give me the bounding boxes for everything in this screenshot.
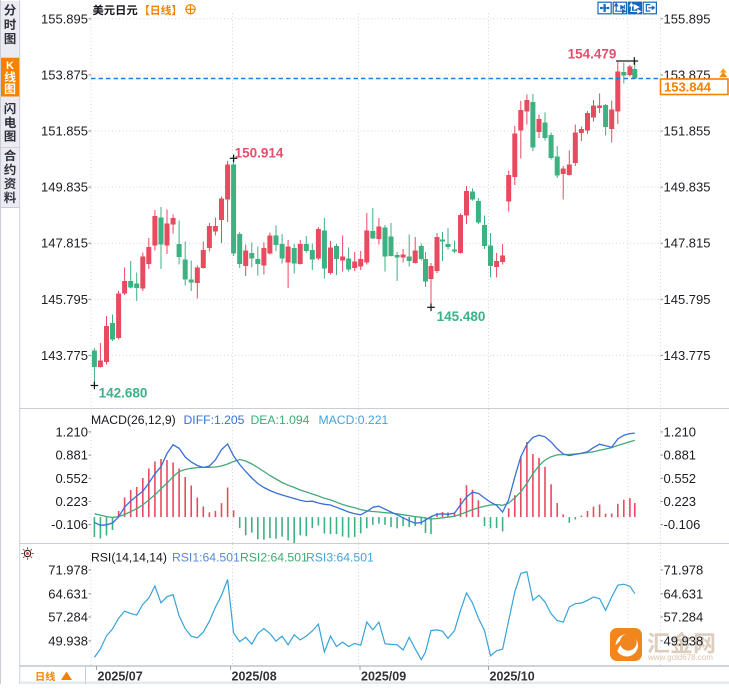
svg-text:151.855: 151.855 [664,124,711,139]
svg-text:DEA:1.094: DEA:1.094 [251,413,310,427]
svg-text:2025/07: 2025/07 [98,670,143,684]
svg-text:57.284: 57.284 [48,610,88,625]
svg-text:-0.106: -0.106 [664,517,701,532]
svg-text:K: K [6,60,14,72]
svg-text:49.938: 49.938 [664,633,704,648]
svg-text:0.881: 0.881 [55,448,88,463]
svg-text:155.895: 155.895 [664,11,711,26]
svg-text:145.480: 145.480 [437,309,486,324]
svg-text:71.978: 71.978 [48,562,88,577]
svg-text:RSI(14,14,14): RSI(14,14,14) [91,551,167,565]
svg-text:145.795: 145.795 [41,292,88,307]
svg-text:DIFF:1.205: DIFF:1.205 [184,413,245,427]
svg-text:71.978: 71.978 [664,562,704,577]
svg-text:154.479: 154.479 [568,47,617,62]
svg-text:49.938: 49.938 [48,633,88,648]
svg-text:1.210: 1.210 [664,424,697,439]
svg-text:57.284: 57.284 [664,610,704,625]
svg-text:155.895: 155.895 [41,11,88,26]
svg-text:0.552: 0.552 [55,471,88,486]
svg-text:2025/09: 2025/09 [361,670,406,684]
svg-text:MACD(26,12,9): MACD(26,12,9) [91,413,176,427]
svg-text:147.815: 147.815 [664,236,711,251]
svg-text:www.gold678.com: www.gold678.com [647,653,713,662]
svg-text:2025/10: 2025/10 [490,670,535,684]
svg-text:0.223: 0.223 [55,494,88,509]
svg-text:149.835: 149.835 [41,180,88,195]
svg-text:2025/08: 2025/08 [232,670,277,684]
svg-text:0.223: 0.223 [664,494,697,509]
svg-text:MACD:0.221: MACD:0.221 [319,413,389,427]
svg-text:0.552: 0.552 [664,471,697,486]
svg-text:RSI3:64.501: RSI3:64.501 [306,551,374,565]
svg-text:RSI2:64.501: RSI2:64.501 [240,551,308,565]
svg-text:149.835: 149.835 [664,180,711,195]
svg-text:RSI1:64.501: RSI1:64.501 [172,551,240,565]
svg-text:151.855: 151.855 [41,124,88,139]
svg-text:150.914: 150.914 [235,146,284,161]
svg-text:143.775: 143.775 [664,348,711,363]
svg-text:153.875: 153.875 [41,67,88,82]
svg-text:142.680: 142.680 [99,386,148,401]
svg-text:64.631: 64.631 [48,586,88,601]
svg-text:-0.106: -0.106 [51,517,88,532]
svg-text:0.881: 0.881 [664,448,697,463]
svg-text:1.210: 1.210 [55,424,88,439]
svg-text:153.844: 153.844 [664,80,712,95]
svg-text:147.815: 147.815 [41,236,88,251]
svg-text:64.631: 64.631 [664,586,704,601]
svg-text:145.795: 145.795 [664,292,711,307]
svg-text:143.775: 143.775 [41,348,88,363]
